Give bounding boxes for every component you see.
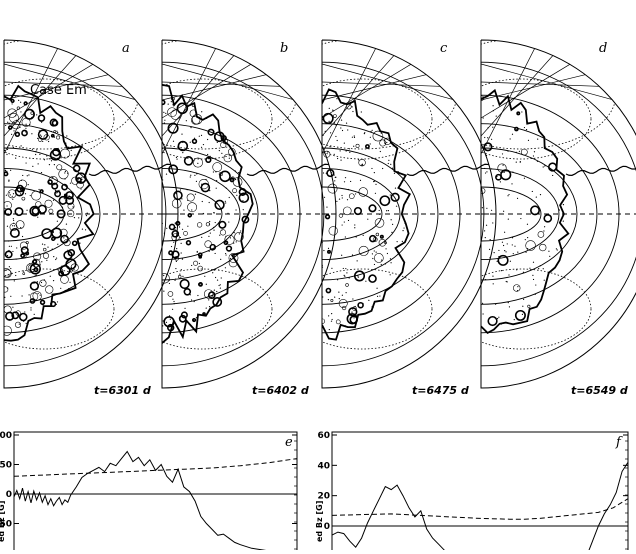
field-line (481, 63, 627, 104)
panel-letter: a (122, 41, 130, 56)
field-line (162, 63, 308, 104)
field-line (4, 147, 101, 281)
meridional-panel-b: b t=6402 d (161, 39, 337, 397)
meridional-panel-a: a t=6301 d (3, 39, 179, 397)
field-line (322, 147, 419, 281)
field-line (322, 58, 420, 119)
dotted-contour (481, 268, 592, 350)
y-tick-label: 60 (317, 431, 330, 441)
plot-area (14, 450, 297, 554)
panel-outline (480, 39, 636, 389)
dotted-contour (481, 78, 592, 160)
meridional-panel-c: c t=6475 d (321, 39, 497, 397)
dotted-contour (322, 78, 433, 160)
field-line (322, 167, 401, 261)
y-tick-label: 0 (6, 490, 12, 500)
surface-wave (565, 163, 636, 176)
series-dashed (14, 458, 297, 477)
time-label: t=6402 d (252, 384, 309, 397)
field-line (4, 40, 62, 155)
field-line (481, 123, 598, 305)
field-line (322, 81, 454, 88)
field-line (481, 40, 539, 155)
meridional-panel-d: d t=6549 d (480, 39, 636, 397)
field-line (322, 40, 380, 155)
y-tick-label: 50 (0, 461, 12, 471)
core-boundary (4, 84, 95, 342)
field-line (4, 186, 65, 242)
field-line (4, 63, 150, 104)
panel-outline (3, 39, 179, 389)
panel-letter: f (615, 435, 623, 450)
turbulent-core (4, 96, 88, 336)
field-line (322, 63, 468, 104)
field-line (322, 123, 439, 305)
y-tick-label: 40 (317, 461, 330, 471)
field-line (162, 81, 294, 88)
dotted-contour (4, 78, 115, 160)
panel-letter: c (440, 41, 448, 56)
field-line (162, 48, 241, 137)
field-line (481, 167, 560, 261)
series-solid (14, 450, 297, 554)
field-line (481, 58, 579, 119)
panel-contours (322, 40, 496, 367)
turbulent-core (481, 95, 565, 327)
field-line (4, 71, 120, 101)
series-solid (332, 462, 628, 554)
field-line (4, 58, 102, 119)
field-line (481, 71, 597, 101)
panel-contours (4, 40, 178, 367)
y-axis-label: ed Bz [G] (0, 501, 6, 542)
core-boundary (481, 88, 570, 335)
field-line (481, 81, 613, 88)
panel-letter: d (599, 41, 607, 56)
time-label: t=6301 d (94, 384, 151, 397)
panel-letter: e (285, 435, 293, 450)
series-dashed (332, 498, 628, 520)
dotted-contour (162, 268, 273, 350)
field-line (322, 71, 438, 101)
dotted-contour (4, 268, 115, 350)
core-boundary (322, 88, 412, 341)
y-axis-label: ed Bz [G] (315, 501, 324, 542)
y-tick-label: -50 (0, 520, 12, 530)
surface-wave (88, 163, 178, 176)
surface-wave (406, 163, 496, 176)
dotted-contour (162, 78, 273, 160)
plot-area (332, 462, 628, 554)
panel-outline (161, 39, 337, 389)
dotted-contour (322, 268, 433, 350)
field-line (162, 186, 223, 242)
line-plot-f: 60 40 20 0ed Bz [G] f (315, 431, 629, 554)
panel-letter: b (280, 41, 288, 56)
time-label: t=6549 d (571, 384, 628, 397)
panel-outline (321, 39, 497, 389)
field-line (4, 81, 136, 88)
panel-contours (481, 40, 636, 367)
y-tick-label: 20 (317, 492, 330, 502)
field-line (481, 61, 636, 367)
field-line (162, 167, 241, 261)
meridional-panels: a t=6301 d b t=6402 d c t=6475 d d t=6549 d (3, 39, 636, 397)
plot-frame (13, 431, 298, 554)
field-line (162, 71, 278, 101)
plot-frame (331, 431, 629, 554)
case-label: Case Em (30, 83, 87, 98)
field-line (162, 147, 259, 281)
field-line (162, 40, 220, 155)
y-tick-label: 0 (324, 522, 330, 532)
field-line (481, 186, 542, 242)
y-tick-label: 100 (0, 431, 12, 441)
field-line (481, 48, 560, 137)
time-label: t=6475 d (412, 384, 469, 397)
field-line (322, 48, 401, 137)
core-boundary (162, 83, 254, 344)
